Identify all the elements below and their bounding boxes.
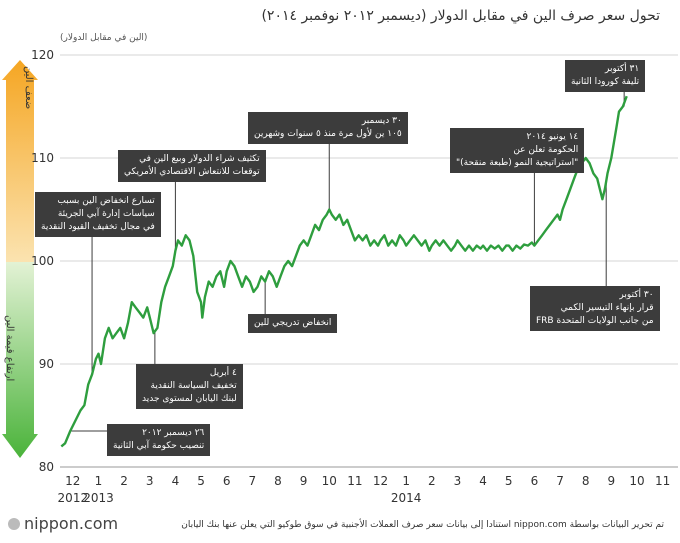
x-tick-label: 4: [479, 474, 487, 488]
x-tick-label: 7: [556, 474, 564, 488]
x-tick-label: 4: [172, 474, 180, 488]
x-tick-label: 10: [629, 474, 644, 488]
annotation-line: ٣٠ أكتوبر: [619, 290, 654, 300]
side-label-yen-weak: ضعف الين: [23, 66, 34, 110]
annotation-line: ٣٠ ديسمبر: [361, 116, 402, 126]
chart-title: تحول سعر صرف الين في مقابل الدولار (ديسم…: [261, 8, 660, 24]
annotation-line: ٤ أبريل: [209, 368, 237, 378]
annotation-line: ١٠٥ ين لأول مرة منذ ٥ سنوات وشهرين: [254, 129, 402, 139]
annotation-line: في مجال تخفيف القيود النقدية: [41, 222, 155, 232]
x-tick-label: 6: [531, 474, 539, 488]
x-tick-label: 3: [454, 474, 462, 488]
annotation-line: توقعات للانتعاش الاقتصادي الأمريكي: [124, 167, 260, 177]
x-tick-label: 5: [505, 474, 513, 488]
x-tick-label: 9: [300, 474, 308, 488]
y-tick-label: 100: [31, 254, 54, 268]
year-label: 2013: [83, 491, 114, 505]
nippon-logo: nippon.com: [8, 514, 118, 533]
x-tick-label: 8: [582, 474, 590, 488]
annotation-line: ١٤ يونيو ٢٠١٤: [526, 132, 579, 142]
annotation-boj-easing: ٤ أبريل تخفيف السياسة النقدية لبنك الياب…: [136, 364, 243, 409]
x-tick-label: 6: [223, 474, 231, 488]
logo-mark-icon: [8, 518, 20, 530]
x-tick-label: 11: [655, 474, 670, 488]
annotation-line: قرار بإنهاء التيسير الكمي: [560, 303, 654, 313]
annotation-growth-strategy: ١٤ يونيو ٢٠١٤ الحكومة تعلن عن "استراتيجي…: [450, 128, 585, 173]
annotation-line: تخفيف السياسة النقدية: [150, 381, 237, 391]
annotation-gradual-decline: انخفاض تدريجي للين: [248, 314, 338, 333]
direction-arrows: [2, 60, 38, 458]
y-tick-label: 120: [31, 48, 54, 62]
x-tick-label: 12: [373, 474, 388, 488]
annotation-line: لبنك اليابان لمستوى جديد: [142, 394, 237, 404]
year-label: 2014: [391, 491, 422, 505]
annotation-pointers: [71, 92, 625, 432]
annotation-105-yen: ٣٠ ديسمبر ١٠٥ ين لأول مرة منذ ٥ سنوات وش…: [248, 112, 408, 144]
logo-text: nippon.com: [24, 514, 119, 533]
x-tick-label: 7: [249, 474, 257, 488]
source-note: تم تحرير البيانات بواسطة nippon.com استن…: [181, 520, 664, 530]
x-tick-label: 5: [197, 474, 205, 488]
annotation-line: سياسات إدارة آبي الجريئة: [57, 209, 155, 219]
annotation-line: "استراتيجية النمو (طبعة منقحة)": [456, 158, 579, 168]
annotation-line: من جانب الولايات المتحدة FRB: [536, 316, 654, 326]
annotation-line: تسارع انخفاض الين بسبب: [57, 196, 155, 206]
annotation-kuroda-bazooka: ٣١ أكتوبر تليفة كورودا الثانية: [565, 60, 646, 92]
x-tick-label: 2: [120, 474, 128, 488]
y-axis-unit-label: (الين في مقابل الدولار): [60, 33, 148, 43]
year-label: 2012: [58, 491, 89, 505]
x-tick-label: 3: [146, 474, 154, 488]
annotation-line: انخفاض تدريجي للين: [254, 318, 332, 328]
y-axis-ticks: 80 90 100 110 120: [31, 48, 54, 474]
annotation-line: ٣١ أكتوبر: [605, 64, 640, 74]
x-axis-ticks: 12 1 2 3 4 5 6 7 8 9 10 11 12 1 2 3 4 5 6 7 8 9 10 11: [65, 474, 670, 488]
annotation-fed-qe-end: ٣٠ أكتوبر قرار بإنهاء التيسير الكمي من ج…: [530, 286, 660, 331]
yen-rate-line: [60, 95, 628, 448]
arrow-down-icon: [2, 262, 38, 458]
side-label-yen-strong: ارتفاع قيمة الين: [4, 315, 15, 382]
y-tick-label: 90: [39, 357, 54, 371]
annotation-line: ٢٦ ديسمبر ٢٠١٢: [142, 428, 205, 438]
x-tick-label: 2: [428, 474, 436, 488]
y-tick-label: 110: [31, 151, 54, 165]
annotation-line: تليفة كورودا الثانية: [571, 77, 640, 87]
y-tick-label: 80: [39, 460, 54, 474]
annotation-line: تنصيب حكومة آبي الثانية: [113, 441, 205, 451]
x-tick-label: 1: [402, 474, 410, 488]
x-tick-label: 1: [95, 474, 103, 488]
arrow-up-icon: [2, 60, 38, 262]
annotation-line: تكثيف شراء الدولار وبيع الين في: [139, 154, 260, 164]
x-tick-label: 9: [608, 474, 616, 488]
annotation-line: الحكومة تعلن عن: [513, 145, 579, 155]
x-tick-label: 12: [65, 474, 80, 488]
x-tick-label: 11: [347, 474, 362, 488]
x-tick-label: 8: [274, 474, 282, 488]
x-tick-label: 10: [322, 474, 337, 488]
annotation-abe-inauguration: ٢٦ ديسمبر ٢٠١٢ تنصيب حكومة آبي الثانية: [107, 424, 211, 456]
annotation-dollar-buying: تكثيف شراء الدولار وبيع الين في توقعات ل…: [118, 150, 266, 182]
annotation-abe-policies: تسارع انخفاض الين بسبب سياسات إدارة آبي …: [35, 192, 161, 237]
